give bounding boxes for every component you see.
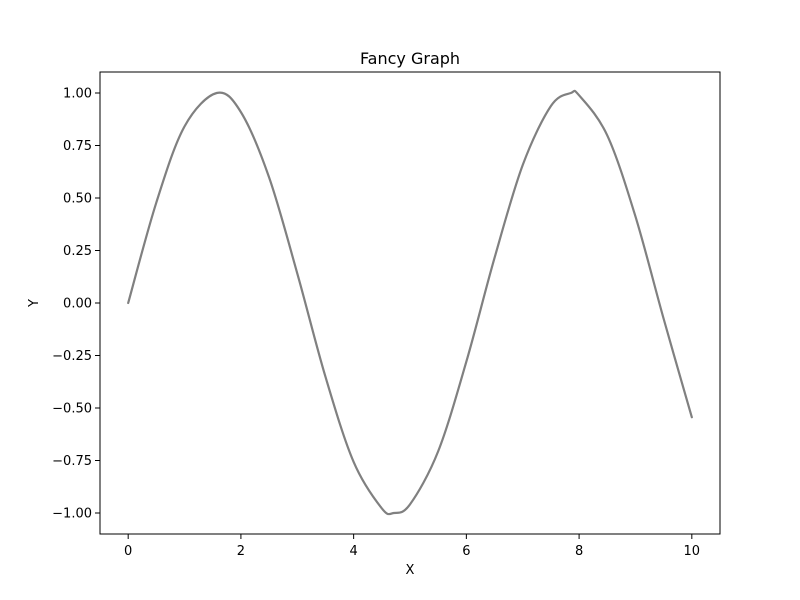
y-tick-label: 0.75 bbox=[63, 139, 92, 154]
y-tick-label: −0.25 bbox=[52, 349, 92, 364]
x-axis-label: X bbox=[406, 563, 415, 578]
y-tick-label: 1.00 bbox=[63, 87, 92, 102]
x-tick-label: 8 bbox=[575, 544, 583, 559]
x-tick-label: 2 bbox=[237, 544, 245, 559]
x-tick-label: 0 bbox=[124, 544, 132, 559]
x-tick-label: 6 bbox=[462, 544, 470, 559]
series-line bbox=[127, 89, 693, 516]
x-tick-label: 10 bbox=[684, 544, 701, 559]
y-tick-label: −0.75 bbox=[52, 454, 92, 469]
y-tick-label: 0.25 bbox=[63, 244, 92, 259]
series-layer bbox=[127, 89, 693, 516]
x-tick-label: 4 bbox=[349, 544, 357, 559]
y-tick-label: −1.00 bbox=[52, 507, 92, 522]
y-tick-label: 0.00 bbox=[63, 297, 92, 312]
x-axis-ticks: 0 2 4 6 8 10 bbox=[124, 534, 700, 559]
plot-area-frame bbox=[99, 71, 721, 535]
y-axis-ticks: −1.00 −0.75 −0.50 −0.25 0.00 0.25 0.50 0.75 1.00 bbox=[52, 87, 100, 522]
y-tick-label: 0.50 bbox=[63, 192, 92, 207]
chart-title: Fancy Graph bbox=[360, 49, 460, 68]
y-tick-label: −0.50 bbox=[52, 402, 92, 417]
y-axis-label: Y bbox=[27, 299, 42, 308]
